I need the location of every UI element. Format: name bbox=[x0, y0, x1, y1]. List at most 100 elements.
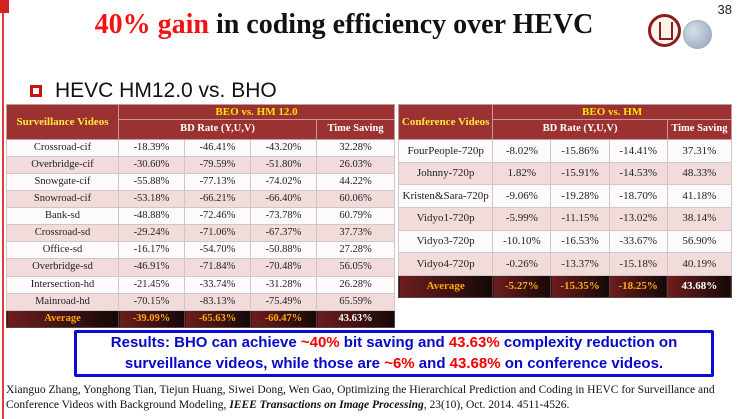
metric-cell: 37.31% bbox=[666, 139, 733, 163]
table-row: Crossroad-sd -29.24% -71.06% -67.37% 37.73% bbox=[6, 224, 396, 243]
average-label-cell: Average bbox=[6, 309, 119, 328]
time-saving-header: Time Saving bbox=[315, 119, 396, 140]
metric-cell: -75.49% bbox=[250, 292, 317, 311]
metric-cell: -18.70% bbox=[608, 184, 668, 208]
video-name-cell: Vidyo1-720p bbox=[397, 206, 494, 231]
table-row: FourPeople-720p -8.02% -15.86% -14.41% 37.31… bbox=[397, 139, 733, 163]
table-row: Vidyo1-720p -5.99% -11.15% -13.02% 38.14% bbox=[397, 206, 733, 231]
metric-cell: -43.20% bbox=[250, 138, 317, 158]
metric-cell: 56.05% bbox=[315, 258, 396, 277]
table-row: Crossroad-cif -18.39% -46.41% -43.20% 32.28% bbox=[6, 138, 396, 158]
results-segment: 43.63% bbox=[448, 334, 500, 352]
metric-cell: 38.14% bbox=[666, 206, 733, 231]
metric-cell: 26.03% bbox=[315, 156, 396, 175]
metric-cell: -70.15% bbox=[118, 292, 185, 311]
metric-cell: 26.28% bbox=[315, 275, 396, 294]
video-name-cell: Mainroad-hd bbox=[6, 292, 119, 311]
conference-table: Conference Videos BEO vs. HM BD Rate (Y,… bbox=[397, 104, 733, 299]
metric-cell: -48.88% bbox=[118, 207, 185, 226]
citation-pre: Xianguo Zhang, Yonghong Tian, Tiejun Hua… bbox=[6, 384, 715, 411]
title-rest: in coding efficiency over HEVC bbox=[208, 9, 594, 40]
surveillance-table-body: Crossroad-cif -18.39% -46.41% -43.20% 32.28%… bbox=[6, 138, 396, 328]
results-callout-box: Results: BHO can achieve ~40% bit saving… bbox=[74, 330, 714, 377]
average-metric-cell: -5.27% bbox=[492, 274, 552, 299]
video-name-cell: Office-sd bbox=[6, 241, 119, 260]
video-name-cell: Kristen&Sara-720p bbox=[397, 184, 494, 208]
bullet-row: HEVC HM12.0 vs. BHO bbox=[30, 79, 277, 103]
table-row: Snowroad-cif -53.18% -66.21% -66.40% 60.06% bbox=[6, 190, 396, 209]
metric-cell: 1.82% bbox=[492, 161, 552, 186]
metric-cell: -83.13% bbox=[184, 292, 251, 311]
table-header-row: Surveillance Videos BEO vs. HM 12.0 bbox=[6, 104, 396, 140]
surveillance-table: Surveillance Videos BEO vs. HM 12.0 BD R… bbox=[6, 104, 396, 328]
metric-cell: 56.90% bbox=[666, 229, 733, 254]
results-text: Results: BHO can achieve ~40% bit saving… bbox=[83, 333, 705, 374]
results-segment: on conference videos. bbox=[500, 354, 664, 372]
metric-cell: 41.18% bbox=[666, 184, 733, 208]
metric-cell: -11.15% bbox=[550, 206, 610, 231]
results-segment: complexity reduction on surveillance vid… bbox=[124, 334, 678, 372]
metric-cell: -16.53% bbox=[550, 229, 610, 254]
video-name-cell: Crossroad-sd bbox=[6, 224, 119, 243]
metric-cell: -73.78% bbox=[250, 207, 317, 226]
metric-cell: -50.88% bbox=[250, 241, 317, 260]
video-name-cell: Johnny-720p bbox=[397, 161, 494, 186]
beo-vs-hm12-header: BEO vs. HM 12.0 bbox=[117, 104, 396, 120]
conference-videos-header: Conference Videos bbox=[397, 104, 494, 140]
metric-cell: -29.24% bbox=[118, 224, 185, 243]
table-row: Overbridge-cif -30.60% -79.59% -51.80% 26.03… bbox=[6, 156, 396, 175]
average-metric-cell: -18.25% bbox=[608, 274, 668, 299]
metric-cell: -19.28% bbox=[550, 184, 610, 208]
results-segment: bit saving and bbox=[339, 334, 449, 352]
average-metric-cell: 43.63% bbox=[315, 309, 396, 328]
bullet-label: HEVC HM12.0 vs. BHO bbox=[55, 79, 277, 102]
video-name-cell: Bank-sd bbox=[6, 207, 119, 226]
beo-vs-hm-header: BEO vs. HM bbox=[492, 104, 732, 120]
average-label-cell: Average bbox=[397, 274, 494, 299]
average-metric-cell: -39.09% bbox=[118, 309, 185, 328]
metric-cell: -15.86% bbox=[550, 139, 610, 163]
metric-cell: 60.79% bbox=[315, 207, 396, 226]
video-name-cell: Vidyo3-720p bbox=[397, 229, 494, 254]
table-row: Vidyo4-720p -0.26% -13.37% -15.18% 40.19% bbox=[397, 252, 733, 276]
time-saving-header: Time Saving bbox=[666, 119, 733, 140]
citation-tail: , 23(10), Oct. 2014. 4511-4526. bbox=[423, 398, 570, 411]
metric-cell: -30.60% bbox=[118, 156, 185, 175]
metric-cell: 48.33% bbox=[666, 161, 733, 186]
video-name-cell: Overbridge-cif bbox=[6, 156, 119, 175]
metric-cell: -46.41% bbox=[184, 138, 251, 158]
metric-cell: -33.74% bbox=[184, 275, 251, 294]
table-row: Bank-sd -48.88% -72.46% -73.78% 60.79% bbox=[6, 207, 396, 226]
metric-cell: -66.40% bbox=[250, 190, 317, 209]
metric-cell: -79.59% bbox=[184, 156, 251, 175]
average-metric-cell: -15.35% bbox=[550, 274, 610, 299]
metric-cell: 65.59% bbox=[315, 292, 396, 311]
conference-table-body: FourPeople-720p -8.02% -15.86% -14.41% 37.31… bbox=[397, 139, 733, 299]
bd-rate-header: BD Rate (Y,U,V) bbox=[118, 119, 317, 140]
surveillance-videos-header: Surveillance Videos bbox=[6, 104, 119, 140]
citation: Xianguo Zhang, Yonghong Tian, Tiejun Hua… bbox=[6, 383, 736, 413]
corner-mark-icon bbox=[0, 0, 9, 13]
video-name-cell: Vidyo4-720p bbox=[397, 252, 494, 276]
metric-cell: -13.37% bbox=[550, 252, 610, 276]
metric-cell: 32.28% bbox=[315, 138, 396, 158]
metric-cell: 37.73% bbox=[315, 224, 396, 243]
metric-cell: -18.39% bbox=[118, 138, 185, 158]
video-name-cell: FourPeople-720p bbox=[397, 139, 494, 163]
metric-cell: -31.28% bbox=[250, 275, 317, 294]
metric-cell: -14.53% bbox=[608, 161, 668, 186]
metric-cell: -55.88% bbox=[118, 173, 185, 192]
metric-cell: -53.18% bbox=[118, 190, 185, 209]
metric-cell: -46.91% bbox=[118, 258, 185, 277]
table-row: Kristen&Sara-720p -9.06% -19.28% -18.70% 41.… bbox=[397, 184, 733, 208]
metric-cell: -16.17% bbox=[118, 241, 185, 260]
university-seal-icon bbox=[648, 14, 681, 47]
metric-cell: -15.18% bbox=[608, 252, 668, 276]
average-metric-cell: 43.68% bbox=[666, 274, 733, 299]
results-segment: ~6% bbox=[384, 354, 415, 372]
results-segment: Results: BHO can achieve bbox=[110, 334, 301, 352]
metric-cell: -9.06% bbox=[492, 184, 552, 208]
results-segment: ~40% bbox=[300, 334, 340, 352]
table-header-row: Conference Videos BEO vs. HM bbox=[397, 104, 732, 140]
metric-cell: 44.22% bbox=[315, 173, 396, 192]
